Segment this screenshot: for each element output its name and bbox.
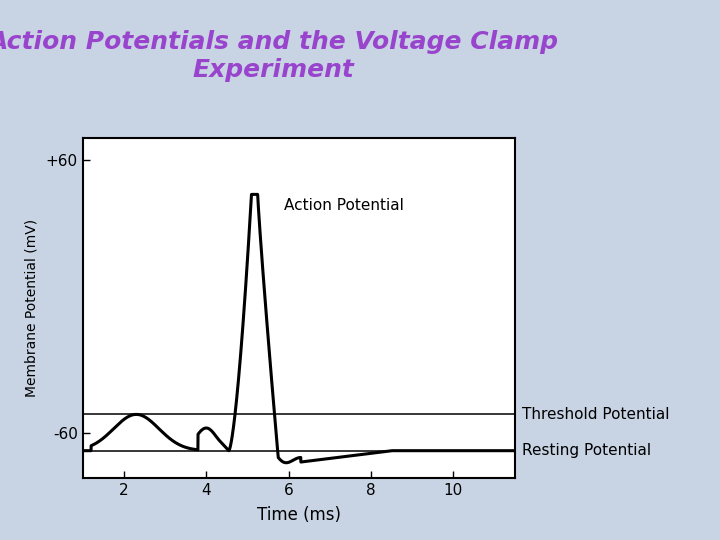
Text: Action Potentials and the Voltage Clamp
Experiment: Action Potentials and the Voltage Clamp … — [0, 30, 559, 82]
Text: Threshold Potential: Threshold Potential — [522, 407, 670, 422]
Y-axis label: Membrane Potential (mV): Membrane Potential (mV) — [25, 219, 39, 397]
X-axis label: Time (ms): Time (ms) — [257, 506, 341, 524]
Text: Resting Potential: Resting Potential — [522, 443, 651, 458]
Text: Action Potential: Action Potential — [284, 198, 404, 213]
